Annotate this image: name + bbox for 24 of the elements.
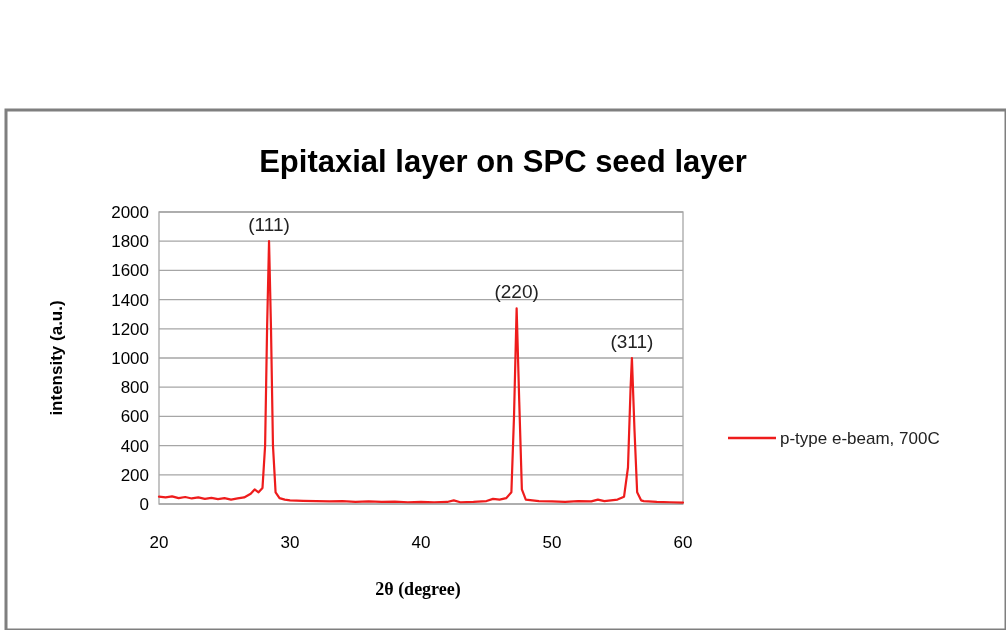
y-tick-label: 1400 — [111, 290, 149, 310]
x-tick-label: 30 — [280, 533, 300, 552]
y-tick-label: 1800 — [111, 232, 149, 252]
y-tick-label: 800 — [120, 378, 149, 398]
y-tick-label: 2000 — [111, 202, 149, 222]
y-tick-label: 1000 — [111, 348, 149, 368]
y-tick-label: 1200 — [111, 319, 149, 339]
annotation: (311) — [610, 331, 654, 352]
y-tick-label: 200 — [120, 465, 149, 485]
y-tick-label: 1600 — [111, 261, 149, 281]
x-tick-label: 20 — [149, 533, 169, 552]
y-tick-label: 600 — [120, 407, 149, 427]
x-axis-title: 2θ (degree) — [375, 579, 461, 600]
x-tick-label: 40 — [411, 533, 431, 552]
legend-label: p-type e-beam, 700C — [780, 428, 940, 448]
x-tick-label: 60 — [673, 533, 693, 552]
y-tick-label: 0 — [139, 494, 149, 514]
x-tick-label: 50 — [542, 533, 562, 552]
y-axis-title: intensity (a.u.) — [47, 300, 66, 416]
y-tick-label: 400 — [120, 436, 149, 456]
line-series — [157, 240, 685, 504]
chart-title: Epitaxial layer on SPC seed layer — [259, 144, 747, 179]
annotation: (111) — [248, 214, 290, 236]
annotation: (220) — [494, 281, 539, 303]
